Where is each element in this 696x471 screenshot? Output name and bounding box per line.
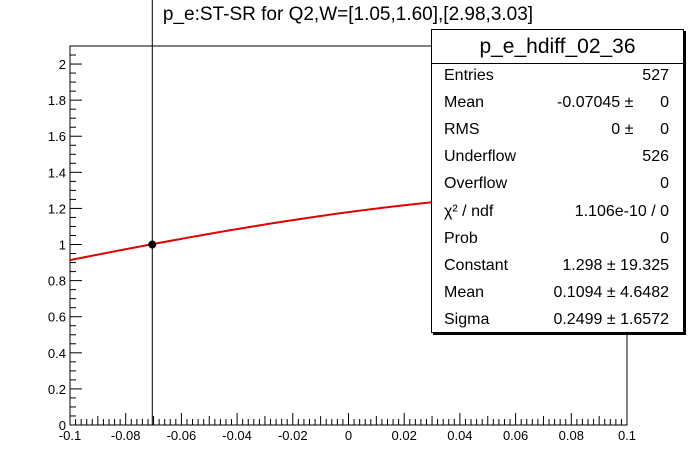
stats-box-title: p_e_hdiff_02_36 xyxy=(432,30,683,64)
y-tick-label: 0.4 xyxy=(48,346,66,361)
stats-row-value: 0 xyxy=(660,175,669,193)
x-tick-label: -0.02 xyxy=(278,428,308,443)
y-tick-label: 0.6 xyxy=(48,310,66,325)
stats-row: Sigma 0.2499 ± 1.6572 xyxy=(432,308,683,335)
stats-row-label: Mean xyxy=(444,94,485,112)
data-point xyxy=(148,240,157,249)
x-tick-label: 0 xyxy=(345,428,352,443)
stats-row: Constant 1.298 ± 19.325 xyxy=(432,254,683,281)
x-tick-label: -0.1 xyxy=(59,428,81,443)
y-tick-label: 0.8 xyxy=(48,274,66,289)
y-tick-label: 0 xyxy=(59,418,66,433)
x-tick-label: -0.06 xyxy=(167,428,197,443)
stats-row-value: 1.298 ± 19.325 xyxy=(562,256,669,274)
y-tick-label: 0.2 xyxy=(48,382,66,397)
stats-row: χ² / ndf 1.106e-10 / 0 xyxy=(432,200,683,227)
stats-row-label: Constant xyxy=(444,256,509,274)
stats-row-value: -0.07045 ± 0 xyxy=(557,94,669,112)
y-tick-label: 2 xyxy=(59,57,66,72)
y-tick-label: 1.8 xyxy=(48,93,66,108)
stats-box: p_e_hdiff_02_36 Entries 527 Mean -0.07045 ±… xyxy=(431,29,684,333)
stats-row: Underflow 526 xyxy=(432,145,683,172)
stats-row-value: 526 xyxy=(642,148,669,166)
y-tick-label: 1.2 xyxy=(48,201,66,216)
stats-row-label: Entries xyxy=(444,67,494,84)
y-tick-label: 1 xyxy=(59,238,66,253)
chart-title: p_e:ST-SR for Q2,W=[1.05,1.60],[2.98,3.0… xyxy=(162,4,534,25)
y-tick-label: 1.4 xyxy=(48,165,66,180)
stats-row-label: Underflow xyxy=(444,148,517,166)
stats-row: Mean -0.07045 ± 0 xyxy=(432,91,683,118)
stats-row-value: 1.106e-10 / 0 xyxy=(574,202,669,220)
stats-row-value: 0.1094 ± 4.6482 xyxy=(553,283,669,301)
stats-row-value: 0 xyxy=(660,229,669,247)
stats-row: Mean 0.1094 ± 4.6482 xyxy=(432,281,683,308)
x-tick-label: 0.04 xyxy=(447,428,472,443)
stats-row-label: Prob xyxy=(444,229,478,247)
stats-row-label: Sigma xyxy=(444,310,490,328)
stats-row: Prob 0 xyxy=(432,227,683,254)
stats-row-label: RMS xyxy=(444,121,480,139)
y-tick-label: 1.6 xyxy=(48,129,66,144)
stats-row-label: Overflow xyxy=(444,175,508,193)
stats-row-value: 0.2499 ± 1.6572 xyxy=(553,310,669,328)
stats-row: RMS 0 ± 0 xyxy=(432,118,683,145)
stats-row-label: Mean xyxy=(444,283,485,301)
x-tick-label: 0.06 xyxy=(503,428,528,443)
x-tick-label: 0.08 xyxy=(559,428,584,443)
x-tick-label: -0.08 xyxy=(111,428,141,443)
stats-row-label: χ² / ndf xyxy=(444,202,494,220)
stats-row: Overflow 0 xyxy=(432,172,683,199)
x-tick-label: 0.02 xyxy=(392,428,417,443)
x-tick-label: 0.1 xyxy=(618,428,636,443)
stats-row-value: 0 ± 0 xyxy=(611,121,669,139)
stats-row-value: 527 xyxy=(642,67,669,84)
x-tick-label: -0.04 xyxy=(222,428,252,443)
stats-row: Entries 527 xyxy=(432,64,683,91)
